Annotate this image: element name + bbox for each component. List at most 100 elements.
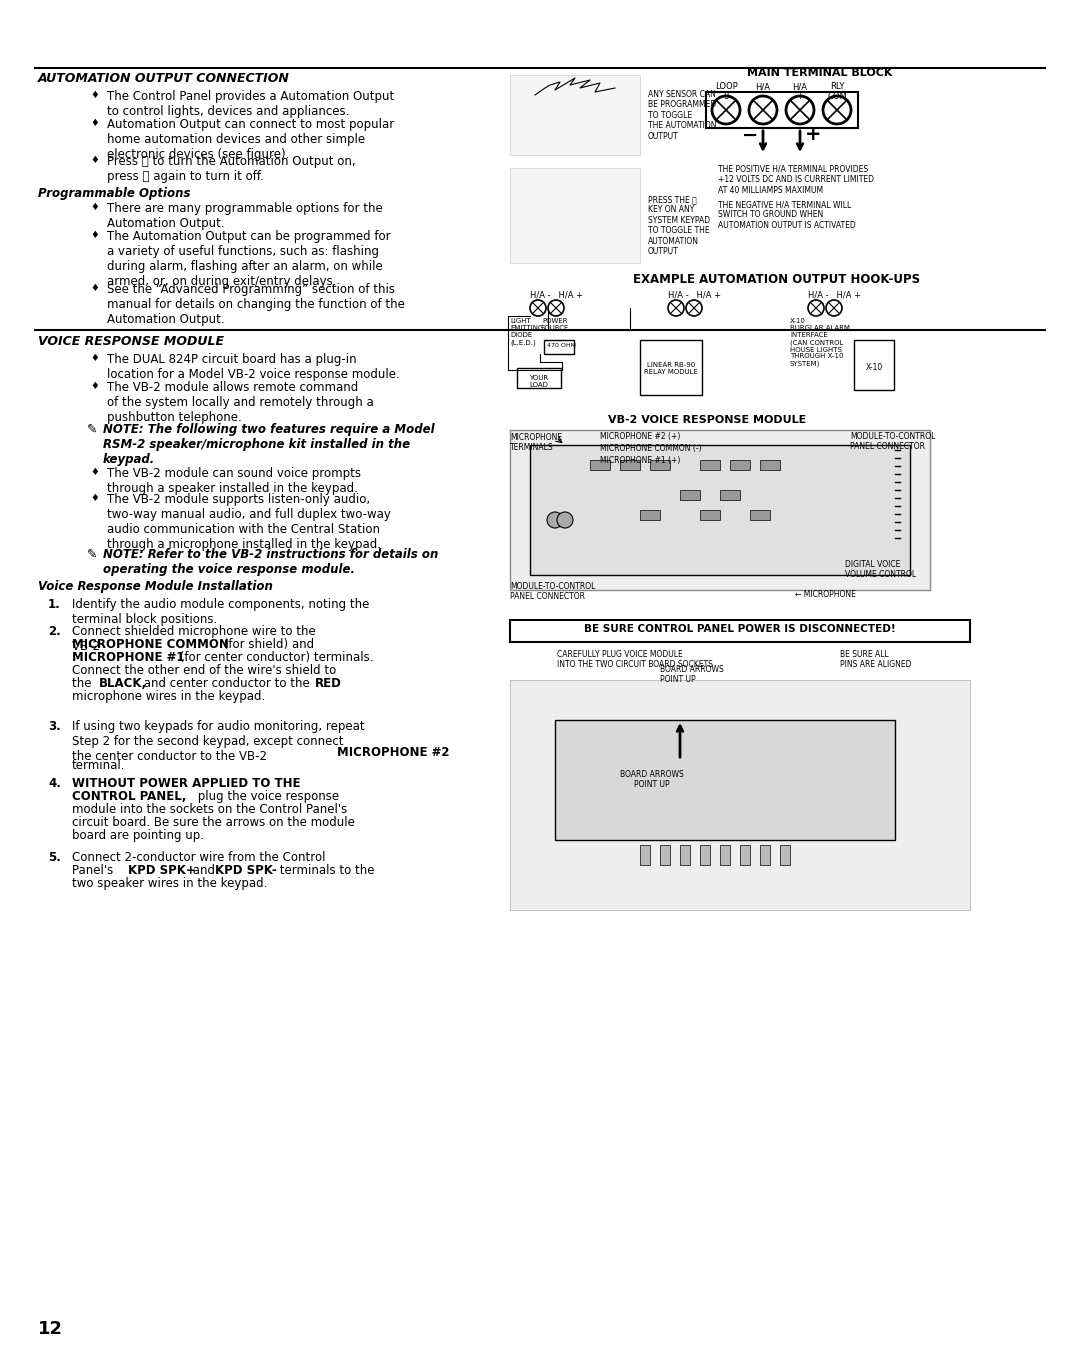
Bar bbox=[750, 510, 770, 520]
Text: 1.: 1. bbox=[48, 597, 60, 611]
Text: board are pointing up.: board are pointing up. bbox=[72, 829, 204, 842]
Bar bbox=[640, 510, 660, 520]
Text: Voice Response Module Installation: Voice Response Module Installation bbox=[38, 580, 273, 593]
Text: Panel's: Panel's bbox=[72, 863, 117, 877]
Text: The VB-2 module allows remote command
of the system locally and remotely through: The VB-2 module allows remote command of… bbox=[107, 381, 374, 424]
Text: ♦: ♦ bbox=[91, 231, 99, 240]
Text: The DUAL 824P circuit board has a plug-in
location for a Model VB-2 voice respon: The DUAL 824P circuit board has a plug-i… bbox=[107, 353, 400, 381]
Text: X-10
BURGLAR ALARM
INTERFACE
(CAN CONTROL
HOUSE LIGHTS
THROUGH X-10
SYSTEM): X-10 BURGLAR ALARM INTERFACE (CAN CONTRO… bbox=[789, 318, 850, 367]
Text: 2.: 2. bbox=[48, 625, 60, 638]
Bar bbox=[730, 460, 750, 471]
Bar bbox=[650, 460, 670, 471]
Bar bbox=[760, 460, 780, 471]
Text: H/A -   H/A +: H/A - H/A + bbox=[808, 291, 861, 299]
Bar bbox=[854, 340, 894, 390]
Circle shape bbox=[546, 512, 563, 528]
Bar bbox=[510, 621, 970, 642]
Text: MODULE-TO-CONTROL
PANEL CONNECTOR: MODULE-TO-CONTROL PANEL CONNECTOR bbox=[850, 432, 935, 451]
Text: PRESS THE Ⓐ
KEY ON ANY
SYSTEM KEYPAD
TO TOGGLE THE
AUTOMATION
OUTPUT: PRESS THE Ⓐ KEY ON ANY SYSTEM KEYPAD TO … bbox=[648, 195, 711, 256]
Text: the: the bbox=[72, 677, 95, 690]
Text: NOTE: The following two features require a Model
RSM-2 speaker/microphone kit in: NOTE: The following two features require… bbox=[103, 423, 434, 466]
Text: VOICE RESPONSE MODULE: VOICE RESPONSE MODULE bbox=[38, 336, 224, 348]
Text: THE POSITIVE H/A TERMINAL PROVIDES
+12 VOLTS DC AND IS CURRENT LIMITED
AT 40 MIL: THE POSITIVE H/A TERMINAL PROVIDES +12 V… bbox=[718, 165, 874, 195]
Text: and: and bbox=[189, 863, 219, 877]
Text: ♦: ♦ bbox=[91, 90, 99, 100]
Text: MICROPHONE
TERMINALS: MICROPHONE TERMINALS bbox=[510, 432, 562, 453]
Text: VB-2 VOICE RESPONSE MODULE: VB-2 VOICE RESPONSE MODULE bbox=[608, 415, 806, 426]
Bar bbox=[680, 846, 690, 865]
Bar bbox=[700, 510, 720, 520]
Text: ♦: ♦ bbox=[91, 466, 99, 477]
Text: Press Ⓐ to turn the Automation Output on,
press Ⓐ again to turn it off.: Press Ⓐ to turn the Automation Output on… bbox=[107, 155, 355, 183]
Text: BE SURE ALL
PINS ARE ALIGNED: BE SURE ALL PINS ARE ALIGNED bbox=[840, 651, 912, 670]
FancyBboxPatch shape bbox=[510, 168, 640, 263]
Text: BOARD ARROWS
POINT UP: BOARD ARROWS POINT UP bbox=[660, 666, 724, 685]
Text: YOUR
LOAD: YOUR LOAD bbox=[529, 375, 549, 387]
Text: If using two keypads for audio monitoring, repeat
Step 2 for the second keypad, : If using two keypads for audio monitorin… bbox=[72, 720, 365, 762]
Text: BOARD ARROWS
POINT UP: BOARD ARROWS POINT UP bbox=[620, 771, 684, 790]
Text: LINEAR RB-90
RELAY MODULE: LINEAR RB-90 RELAY MODULE bbox=[644, 361, 698, 375]
Bar bbox=[640, 846, 650, 865]
Text: −: − bbox=[742, 125, 758, 145]
Text: plug the voice response: plug the voice response bbox=[194, 790, 339, 803]
Text: ANY SENSOR CAN
BE PROGRAMMED
TO TOGGLE
THE AUTOMATION
OUTPUT: ANY SENSOR CAN BE PROGRAMMED TO TOGGLE T… bbox=[648, 90, 716, 140]
Text: ✎: ✎ bbox=[86, 548, 97, 561]
Text: DIGITAL VOICE
VOLUME CONTROL: DIGITAL VOICE VOLUME CONTROL bbox=[845, 561, 916, 580]
Text: MAIN TERMINAL BLOCK: MAIN TERMINAL BLOCK bbox=[747, 68, 893, 78]
Text: ♦: ♦ bbox=[91, 282, 99, 293]
Text: MICROPHONE #2 (+): MICROPHONE #2 (+) bbox=[600, 432, 680, 441]
Bar bbox=[555, 720, 895, 840]
Text: The Automation Output can be programmed for
a variety of useful functions, such : The Automation Output can be programmed … bbox=[107, 231, 391, 288]
Text: ♦: ♦ bbox=[91, 155, 99, 165]
Bar bbox=[700, 846, 710, 865]
Text: ♦: ♦ bbox=[91, 119, 99, 128]
Text: The VB-2 module can sound voice prompts
through a speaker installed in the keypa: The VB-2 module can sound voice prompts … bbox=[107, 466, 361, 495]
Text: Programmable Options: Programmable Options bbox=[38, 187, 190, 201]
Text: There are many programmable options for the
Automation Output.: There are many programmable options for … bbox=[107, 202, 382, 231]
Bar bbox=[740, 846, 750, 865]
Text: POWER
SOURCE: POWER SOURCE bbox=[541, 318, 569, 331]
Bar bbox=[760, 846, 770, 865]
Text: two speaker wires in the keypad.: two speaker wires in the keypad. bbox=[72, 877, 268, 889]
Bar bbox=[706, 91, 858, 128]
Text: 5.: 5. bbox=[48, 851, 60, 863]
Text: H/A -   H/A +: H/A - H/A + bbox=[530, 291, 583, 299]
Text: KPD SPK+: KPD SPK+ bbox=[129, 863, 195, 877]
Text: MICROPHONE COMMON (-): MICROPHONE COMMON (-) bbox=[600, 445, 702, 453]
Bar bbox=[517, 368, 561, 387]
Text: EXAMPLE AUTOMATION OUTPUT HOOK-UPS: EXAMPLE AUTOMATION OUTPUT HOOK-UPS bbox=[634, 273, 920, 286]
Text: (for shield) and: (for shield) and bbox=[220, 638, 314, 651]
Bar bbox=[680, 490, 700, 501]
Bar bbox=[590, 460, 610, 471]
Text: module into the sockets on the Control Panel's: module into the sockets on the Control P… bbox=[72, 803, 348, 816]
Bar bbox=[640, 340, 702, 396]
Text: THE NEGATIVE H/A TERMINAL WILL
SWITCH TO GROUND WHEN
AUTOMATION OUTPUT IS ACTIVA: THE NEGATIVE H/A TERMINAL WILL SWITCH TO… bbox=[718, 201, 855, 229]
Text: ♦: ♦ bbox=[91, 492, 99, 503]
Text: LIGHT
EMITTING
DIODE
(L.E.D.): LIGHT EMITTING DIODE (L.E.D.) bbox=[510, 318, 543, 345]
Text: The Control Panel provides a Automation Output
to control lights, devices and ap: The Control Panel provides a Automation … bbox=[107, 90, 394, 119]
Text: LOOP
8: LOOP 8 bbox=[715, 82, 738, 101]
Text: MODULE-TO-CONTROL
PANEL CONNECTOR: MODULE-TO-CONTROL PANEL CONNECTOR bbox=[510, 582, 595, 602]
Text: Connect shielded microphone wire to the
VB-2: Connect shielded microphone wire to the … bbox=[72, 625, 315, 653]
Text: and center conductor to the: and center conductor to the bbox=[140, 677, 313, 690]
Text: ♦: ♦ bbox=[91, 353, 99, 363]
Text: H/A
+: H/A + bbox=[793, 82, 808, 101]
Text: 4.: 4. bbox=[48, 777, 60, 790]
Text: MICROPHONE COMMON: MICROPHONE COMMON bbox=[72, 638, 229, 651]
Text: ♦: ♦ bbox=[91, 381, 99, 391]
Text: Automation Output can connect to most popular
home automation devices and other : Automation Output can connect to most po… bbox=[107, 119, 394, 161]
Text: BLACK,: BLACK, bbox=[99, 677, 147, 690]
Text: Connect 2-conductor wire from the Control: Connect 2-conductor wire from the Contro… bbox=[72, 851, 325, 863]
Circle shape bbox=[557, 512, 573, 528]
Text: (for center conductor) terminals.: (for center conductor) terminals. bbox=[176, 651, 374, 664]
Text: H/A
-: H/A - bbox=[756, 82, 770, 101]
Text: RLY
COM: RLY COM bbox=[827, 82, 847, 101]
Text: See the “Advanced Programming” section of this
manual for details on changing th: See the “Advanced Programming” section o… bbox=[107, 282, 405, 326]
Text: +: + bbox=[805, 125, 821, 145]
Text: CAREFULLY PLUG VOICE MODULE
INTO THE TWO CIRCUIT BOARD SOCKETS: CAREFULLY PLUG VOICE MODULE INTO THE TWO… bbox=[557, 651, 713, 670]
Text: RED: RED bbox=[315, 677, 342, 690]
Text: WITHOUT POWER APPLIED TO THE: WITHOUT POWER APPLIED TO THE bbox=[72, 777, 300, 790]
Text: The VB-2 module supports listen-only audio,
two-way manual audio, and full duple: The VB-2 module supports listen-only aud… bbox=[107, 492, 391, 551]
Text: terminals to the: terminals to the bbox=[276, 863, 375, 877]
Text: Identify the audio module components, noting the
terminal block positions.: Identify the audio module components, no… bbox=[72, 597, 369, 626]
